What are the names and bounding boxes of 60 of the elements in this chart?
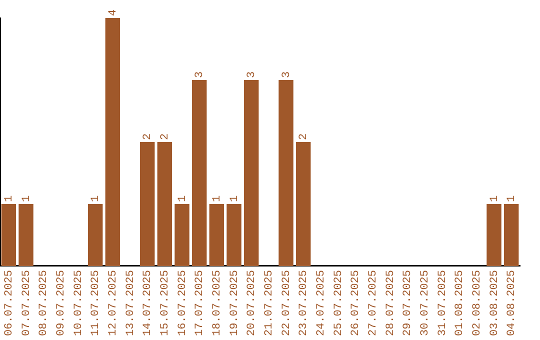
bar: [18, 204, 34, 266]
x-tick-label: 22.07.2025: [280, 270, 293, 336]
bar: [504, 204, 519, 266]
x-tick-label: 26.07.2025: [350, 270, 362, 336]
data-label: 1: [4, 194, 16, 202]
data-label: 3: [194, 71, 206, 78]
x-tick-label: 09.07.2025: [56, 270, 68, 336]
x-tick-label: 06.07.2025: [4, 270, 16, 336]
data-label: 2: [142, 133, 154, 140]
bar: [157, 142, 172, 266]
data-label: 1: [20, 194, 33, 202]
data-label: 2: [160, 133, 172, 140]
x-tick-label: 16.07.2025: [176, 270, 189, 336]
bar: [244, 80, 259, 266]
x-tick-label: 25.07.2025: [332, 270, 345, 336]
x-tick-label: 21.07.2025: [264, 270, 276, 336]
bar: [226, 204, 242, 266]
x-tick-label: 29.07.2025: [402, 270, 414, 336]
bar: [1, 204, 16, 266]
x-tick-label: 03.08.2025: [488, 270, 501, 336]
x-tick-label: 12.07.2025: [108, 270, 120, 336]
x-tick-label: 23.07.2025: [298, 270, 310, 336]
x-tick-label: 13.07.2025: [124, 270, 137, 336]
x-tick-label: 01.08.2025: [454, 270, 466, 336]
data-label: 2: [298, 133, 310, 140]
x-tick-label: 28.07.2025: [384, 270, 397, 336]
x-tick-label: 08.07.2025: [38, 270, 50, 336]
data-label: 1: [90, 194, 102, 202]
data-label: 3: [246, 71, 258, 78]
x-tick-label: 04.08.2025: [506, 270, 518, 336]
data-label: 1: [228, 194, 241, 202]
x-tick-label: 15.07.2025: [160, 270, 172, 336]
bar: [486, 204, 502, 266]
x-tick-label: 31.07.2025: [436, 270, 449, 336]
x-tick-label: 10.07.2025: [72, 270, 85, 336]
x-tick-label: 11.07.2025: [90, 270, 102, 336]
data-label: 1: [176, 194, 189, 202]
bar: [174, 204, 190, 266]
x-tick-label: 30.07.2025: [420, 270, 432, 336]
x-tick-label: 20.07.2025: [246, 270, 258, 336]
bar: [105, 18, 120, 266]
data-label: 1: [506, 194, 518, 202]
data-label: 1: [488, 194, 501, 202]
bar: [192, 80, 207, 266]
x-tick-label: 02.08.2025: [472, 270, 484, 336]
data-label: 3: [280, 71, 293, 78]
x-tick-label: 17.07.2025: [194, 270, 206, 336]
bar: [88, 204, 103, 266]
bar: [209, 204, 224, 266]
bar: [296, 142, 311, 266]
x-tick-label: 07.07.2025: [20, 270, 33, 336]
x-tick-label: 24.07.2025: [316, 270, 328, 336]
x-tick-label: 14.07.2025: [142, 270, 154, 336]
x-tick-label: 27.07.2025: [368, 270, 380, 336]
x-tick-label: 18.07.2025: [212, 270, 224, 336]
bar: [278, 80, 294, 266]
data-label: 4: [108, 9, 120, 16]
x-tick-label: 19.07.2025: [228, 270, 241, 336]
data-label: 1: [212, 194, 224, 202]
bar: [140, 142, 155, 266]
